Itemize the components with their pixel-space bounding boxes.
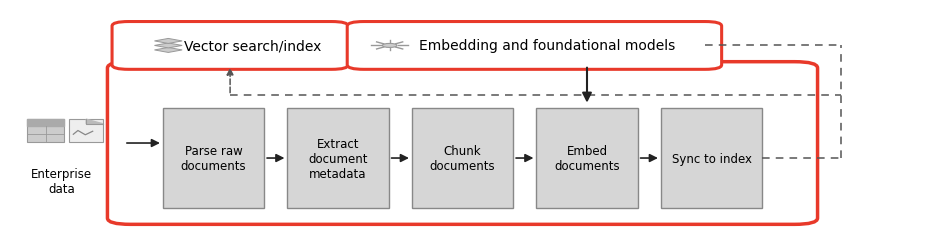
Polygon shape <box>27 120 64 127</box>
FancyBboxPatch shape <box>163 109 265 208</box>
Text: Embedding and foundational models: Embedding and foundational models <box>419 39 675 53</box>
FancyBboxPatch shape <box>536 109 637 208</box>
Text: Chunk
documents: Chunk documents <box>430 144 495 172</box>
FancyBboxPatch shape <box>347 22 722 70</box>
Text: Parse raw
documents: Parse raw documents <box>180 144 246 172</box>
Text: Extract
document
metadata: Extract document metadata <box>308 137 368 180</box>
Circle shape <box>369 41 410 52</box>
FancyBboxPatch shape <box>27 120 64 142</box>
FancyBboxPatch shape <box>107 62 818 225</box>
FancyBboxPatch shape <box>660 109 762 208</box>
Polygon shape <box>154 39 182 44</box>
Text: Enterprise
data: Enterprise data <box>31 167 92 195</box>
Polygon shape <box>86 120 103 124</box>
Polygon shape <box>154 48 182 53</box>
Text: Vector search/index: Vector search/index <box>184 39 321 53</box>
Text: Sync to index: Sync to index <box>672 152 751 165</box>
Text: Embed
documents: Embed documents <box>554 144 620 172</box>
FancyBboxPatch shape <box>288 109 388 208</box>
FancyBboxPatch shape <box>112 22 348 70</box>
Polygon shape <box>154 44 182 49</box>
FancyBboxPatch shape <box>68 120 103 142</box>
Circle shape <box>382 44 397 48</box>
FancyBboxPatch shape <box>412 109 513 208</box>
